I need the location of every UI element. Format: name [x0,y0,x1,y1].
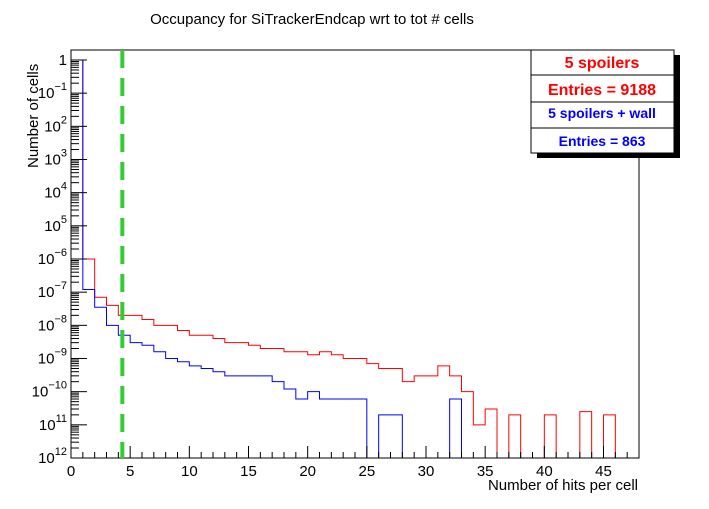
series-1-bin-18 [284,389,296,458]
y-tick-label: 102 [44,114,67,135]
series-0-bin-29 [414,376,426,458]
y-tick-label: 10−1 [38,81,67,102]
series-1-bin-1 [83,290,95,458]
series-1-bin-8 [166,358,178,458]
chart-title: Occupancy for SiTrackerEndcap wrt to tot… [150,11,474,28]
series-1-bin-23 [343,399,355,458]
series-0-bin-28 [402,382,414,458]
legend-series-red: 5 spoilers [565,55,640,72]
y-tick-label: 1011 [39,413,67,434]
series-0-bin-33 [462,392,474,458]
y-tick-label: 105 [44,214,67,235]
y-tick-label: 10−9 [38,346,67,367]
x-tick-label: 25 [358,463,375,480]
x-tick-label: 45 [595,463,612,480]
y-tick-label: 1 [59,52,67,69]
series-1-bin-21 [320,399,332,458]
series-0-bin-37 [509,415,521,458]
series-1-bin-22 [331,399,343,458]
legend-box: 5 spoilers Entries = 9188 5 spoilers + w… [530,49,680,158]
series-0-bin-34 [473,425,485,458]
series-0-bin-40 [544,415,556,458]
series-0-bin-35 [485,409,497,458]
x-axis: 0 5 10 15 20 25 30 35 40 45 [67,446,640,480]
x-tick-label: 10 [181,463,198,480]
series-1-bin-7 [154,352,166,458]
y-tick-label: 1012 [38,446,67,467]
series-1-bin-11 [201,368,213,458]
series-1-bin-26 [379,415,391,458]
x-axis-label: Number of hits per cell [488,477,638,494]
legend-entries-red: Entries = 9188 [548,82,656,99]
x-tick-label: 15 [240,463,257,480]
y-tick-label: 10−10 [32,380,67,401]
y-tick-label: 10−8 [38,313,67,334]
x-tick-label: 0 [67,463,75,480]
series-1-bin-16 [260,376,272,458]
series-1-bin-14 [237,376,249,458]
x-tick-label: 40 [536,463,553,480]
series-0-bin-25 [367,364,379,458]
y-tick-label: 10−7 [38,280,67,301]
series-0-bin-31 [438,366,450,458]
series-1-bin-17 [272,382,284,458]
series-1-bin-6 [142,345,154,458]
x-tick-label: 30 [418,463,435,480]
series-1-bin-27 [391,415,403,458]
y-axis-label: Number of cells [25,64,42,168]
series-1-bin-2 [95,307,107,458]
series-1-bin-32 [450,399,462,458]
y-tick-label: 104 [44,181,67,202]
series-1-bin-3 [107,325,119,458]
y-axis: 1 10−1 102 103 104 105 10−6 10−7 10−8 10−9 10−10 10… [32,49,87,467]
y-tick-label: 10−6 [38,247,67,268]
series-1-bin-24 [355,399,367,458]
series-1-bin-19 [296,399,308,458]
series-0-bin-45 [604,415,616,458]
series-1-bin-20 [308,392,320,458]
series-1-bin-10 [189,366,201,458]
legend-series-blue: 5 spoilers + wall [548,105,656,121]
series-1-bin-15 [249,376,261,458]
x-tick-label: 35 [477,463,494,480]
series-0-bin-30 [426,376,438,458]
series-1-bin-13 [225,376,237,458]
series-0-bin-43 [580,412,592,458]
series-1-bin-5 [130,343,142,458]
x-tick-label: 5 [126,463,134,480]
x-tick-label: 20 [299,463,316,480]
series-1-bin-12 [213,372,225,458]
series-1-bin-9 [178,362,190,458]
y-tick-label: 103 [44,147,67,168]
legend-entries-blue: Entries = 863 [559,133,646,149]
